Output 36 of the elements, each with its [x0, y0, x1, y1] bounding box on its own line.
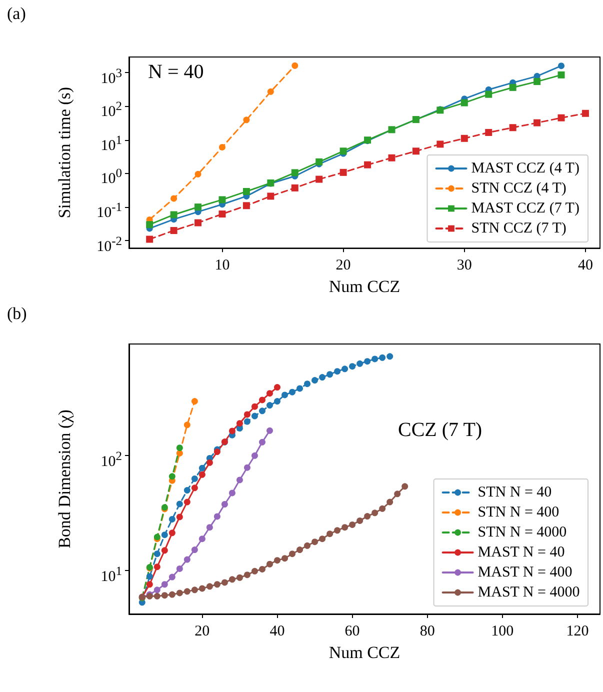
- x-tick-label: 60: [344, 624, 360, 640]
- y-tick-label: 10$^{1}$: [100, 562, 122, 585]
- legend-label: STN CCZ (4 T): [471, 180, 566, 196]
- annotation: N = 40: [148, 61, 204, 83]
- y-axis-title: Simulation time (s): [55, 86, 74, 218]
- y-tick-label: 10$^{-2}$: [96, 232, 122, 255]
- y-tick-label: 10$^{-1}$: [96, 199, 122, 222]
- annotation: CCZ (7 T): [398, 419, 482, 441]
- x-axis-title: Num CCZ: [328, 277, 400, 296]
- legend-label: MAST CCZ (7 T): [471, 200, 580, 216]
- legend-label: STN CCZ (7 T): [471, 220, 566, 236]
- legend-label: MAST N = 40: [478, 544, 565, 560]
- x-tick-label: 40: [270, 624, 285, 640]
- x-tick-label: 100: [491, 624, 514, 640]
- x-tick-label: 20: [194, 624, 210, 640]
- legend-label: STN N = 400: [478, 504, 560, 520]
- legend-label: MAST N = 4000: [478, 584, 580, 600]
- x-tick-label: 40: [578, 258, 593, 274]
- legend-label: MAST N = 400: [478, 564, 572, 580]
- y-tick-label: 10$^{2}$: [100, 448, 122, 470]
- x-tick-label: 80: [420, 624, 435, 640]
- y-tick-label: 10$^{1}$: [100, 132, 122, 154]
- chart-title: (b): [7, 304, 27, 323]
- y-tick-label: 10$^{2}$: [100, 98, 122, 120]
- x-tick-label: 10: [214, 258, 230, 274]
- chart-title: (a): [7, 4, 26, 23]
- x-tick-label: 30: [456, 258, 472, 274]
- legend-label: STN N = 40: [478, 484, 552, 500]
- x-tick-label: 120: [566, 624, 589, 640]
- legend-label: STN N = 4000: [478, 524, 567, 540]
- x-tick-label: 20: [336, 258, 351, 274]
- legend-label: MAST CCZ (4 T): [471, 160, 580, 176]
- y-tick-label: 10$^{0}$: [100, 165, 122, 188]
- y-axis-title: Bond Dimension (χ): [55, 410, 74, 548]
- x-axis-title: Num CCZ: [328, 642, 400, 662]
- y-tick-label: 10$^{3}$: [100, 64, 122, 87]
